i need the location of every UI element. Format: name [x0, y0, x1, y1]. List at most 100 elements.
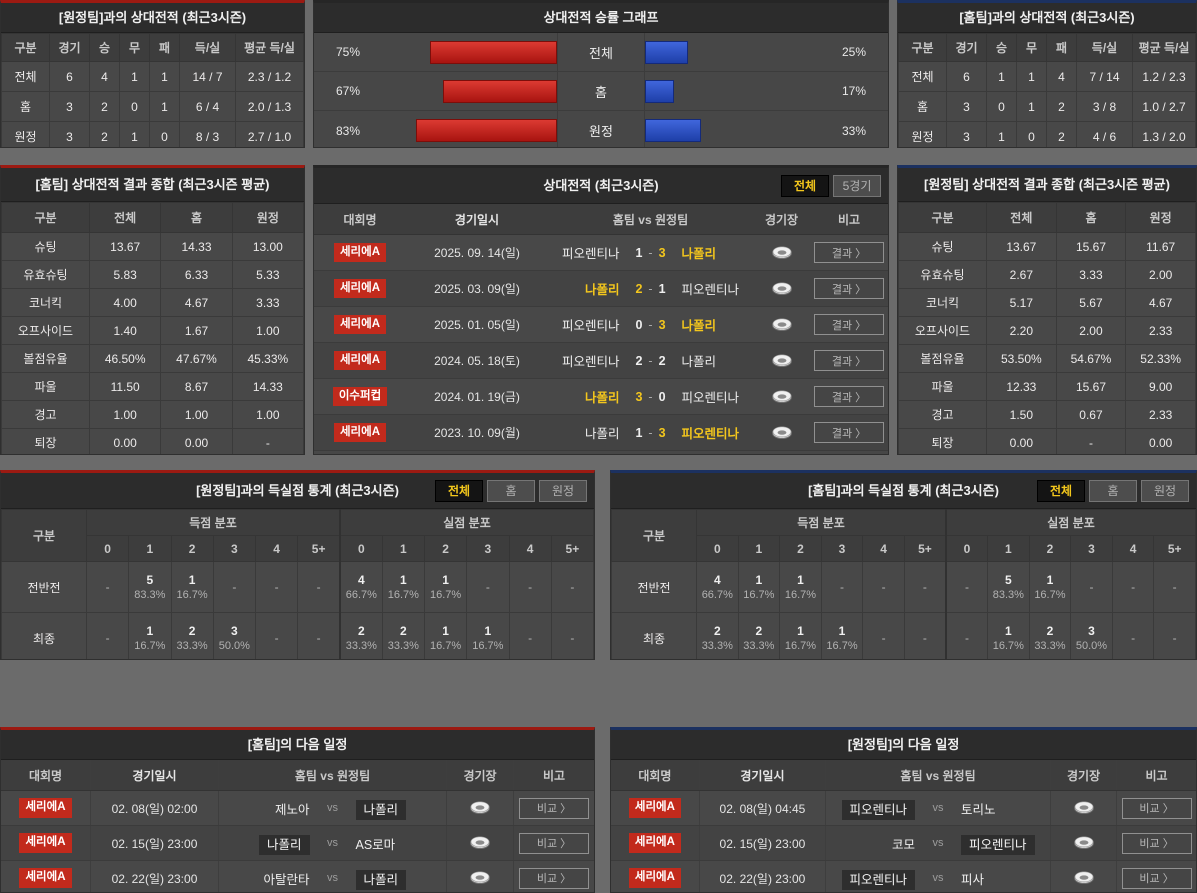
goal-stat-cell: -: [212, 561, 257, 613]
goal-percent: 16.7%: [134, 639, 166, 652]
panel-title: [홈팀]의 다음 일정: [1, 730, 594, 760]
action-cell: 비교 〉: [1117, 826, 1196, 860]
goal-stat-cell: -: [85, 561, 130, 613]
away-score: 3: [658, 245, 666, 260]
away-bar-zone: [645, 33, 828, 71]
stadium-icon[interactable]: [771, 244, 793, 262]
filter-away-toggle[interactable]: 원정: [539, 479, 587, 502]
value-cell: 4: [89, 61, 120, 92]
away-win-percent: 33%: [841, 123, 866, 138]
home-team-name: 아탈란타: [263, 872, 310, 887]
goal-stat-cell: 5 83.3%: [128, 561, 172, 613]
value-cell: 3: [49, 91, 90, 122]
result-button[interactable]: 결과 〉: [814, 422, 884, 443]
value-cell: 4.67: [160, 288, 233, 317]
column-header: 구분: [898, 202, 987, 233]
action-cell: 결과 〉: [810, 343, 888, 378]
stadium-icon[interactable]: [469, 834, 491, 852]
result-button[interactable]: 결과 〉: [814, 350, 884, 371]
stadium-icon[interactable]: [469, 799, 491, 817]
filter-5games-toggle[interactable]: 5경기: [833, 174, 881, 197]
stadium-icon[interactable]: [1073, 799, 1095, 817]
stadium-icon[interactable]: [1073, 869, 1095, 887]
filter-home-toggle[interactable]: 홈: [1089, 479, 1137, 502]
column-header: 대회명: [1, 760, 91, 790]
column-header: 홈팀 vs 원정팀: [219, 760, 447, 790]
filter-home-toggle[interactable]: 홈: [487, 479, 535, 502]
value-cell: 1.3 / 2.0: [1132, 121, 1196, 147]
goal-count: 3: [1088, 623, 1095, 638]
goal-count-header: 5+: [1153, 535, 1196, 562]
panel-title: [홈팀]과의 상대전적 (최근3시즌): [898, 3, 1196, 33]
value-cell: 2.0 / 1.3: [235, 91, 304, 122]
goal-count-header: 3: [466, 535, 510, 562]
filter-all-toggle[interactable]: 전체: [781, 174, 829, 197]
stadium-icon[interactable]: [771, 352, 793, 370]
value-cell: 1.00: [231, 400, 304, 429]
column-header: 경기장: [1051, 760, 1118, 790]
compare-button[interactable]: 비교 〉: [1121, 867, 1192, 889]
goal-percent: 66.7%: [345, 588, 377, 601]
stadium-icon[interactable]: [771, 388, 793, 406]
table-body: 전체 6 4 1 1 14 / 7 2.3 / 1.2 홈 3 2 0 1 6 / 4 2.0 / 1.3…: [1, 61, 304, 147]
action-cell: 비교 〉: [1117, 791, 1196, 825]
stadium-icon[interactable]: [1073, 834, 1095, 852]
goal-percent: 16.7%: [743, 588, 775, 601]
data-row: 퇴장 0.00-0.00: [898, 428, 1196, 454]
result-button[interactable]: 결과 〉: [814, 314, 884, 335]
league-badge: 세리에A: [19, 798, 72, 818]
schedule-table-header: 대회명 경기일시 홈팀 vs 원정팀 경기장 비고: [1, 760, 594, 791]
column-header: 평균 득/실: [235, 33, 304, 62]
stadium-icon[interactable]: [771, 280, 793, 298]
filter-all-toggle[interactable]: 전체: [435, 479, 483, 502]
value-cell: 6.33: [160, 260, 233, 289]
home-team-name: 나폴리: [584, 427, 620, 441]
home-team-name: 나폴리: [584, 391, 620, 405]
action-cell: 비교 〉: [1117, 861, 1196, 892]
table-head: 구분 전체 홈 원정: [898, 202, 1196, 233]
value-cell: 1.00: [160, 400, 233, 429]
league-cell: 세리에A: [611, 861, 700, 892]
result-button[interactable]: 결과 〉: [814, 386, 884, 407]
schedule-row: 세리에A 02. 22(일) 23:00 아탈란타 vs 나폴리 비교 〉: [1, 861, 594, 892]
result-button[interactable]: 결과 〉: [814, 278, 884, 299]
stadium-icon[interactable]: [469, 869, 491, 887]
compare-button[interactable]: 비교 〉: [519, 867, 589, 889]
category-label: 전체: [557, 33, 645, 71]
compare-button[interactable]: 비교 〉: [1121, 832, 1192, 854]
result-button[interactable]: 결과 〉: [814, 242, 884, 263]
data-row: 볼점유율 46.50% 47.67% 45.33%: [1, 344, 304, 373]
away-team-stats-panel: [원정팀] 상대전적 결과 종합 (최근3시즌 평균) 구분 전체 홈 원정 슈팅 13.…: [897, 165, 1197, 455]
goal-stat-cell: -: [903, 612, 947, 659]
home-score: 3: [635, 389, 643, 404]
filter-all-toggle[interactable]: 전체: [1037, 479, 1085, 502]
home-score: 0: [635, 317, 643, 332]
away-win-bar: [645, 119, 702, 142]
table-head: 구분 전체 홈 원정: [1, 202, 304, 233]
home-team-name: 피오렌티나: [561, 355, 620, 369]
goal-count: 1: [484, 623, 492, 638]
goal-stat-cell: 1 16.7%: [820, 612, 864, 659]
value-cell: 0.00: [986, 428, 1057, 454]
home-score: 2: [635, 353, 643, 368]
vs-home-record-panel: [홈팀]과의 상대전적 (최근3시즌) 구분 경기 승 무 패 득/실 평균 득/실 전체 6 1…: [897, 0, 1197, 148]
goal-percent: 50.0%: [218, 639, 250, 652]
compare-button[interactable]: 비교 〉: [519, 832, 589, 854]
data-row: 유효슈팅 2.67 3.33 2.00: [898, 260, 1196, 289]
value-cell: 5.67: [1055, 288, 1127, 317]
table-body: 슈팅 13.67 14.33 13.00 유효슈팅 5.83 6.33 5.33 코너킥 4.00…: [1, 232, 304, 454]
row-label: 코너킥: [898, 288, 987, 317]
filter-away-toggle[interactable]: 원정: [1141, 479, 1189, 502]
stadium-icon[interactable]: [771, 316, 793, 334]
h2h-toggle-group: 전체 5경기: [777, 174, 881, 197]
goal-stat-cell: -: [820, 561, 864, 613]
data-row: 슈팅 13.67 15.67 11.67: [898, 232, 1196, 261]
value-cell: 1.0 / 2.7: [1132, 91, 1196, 122]
venue-cell: [447, 791, 514, 825]
stadium-icon[interactable]: [771, 424, 793, 442]
row-label: 볼점유율: [898, 344, 987, 373]
league-cell: 세리에A: [611, 826, 700, 860]
compare-button[interactable]: 비교 〉: [519, 797, 589, 819]
compare-button[interactable]: 비교 〉: [1121, 797, 1192, 819]
